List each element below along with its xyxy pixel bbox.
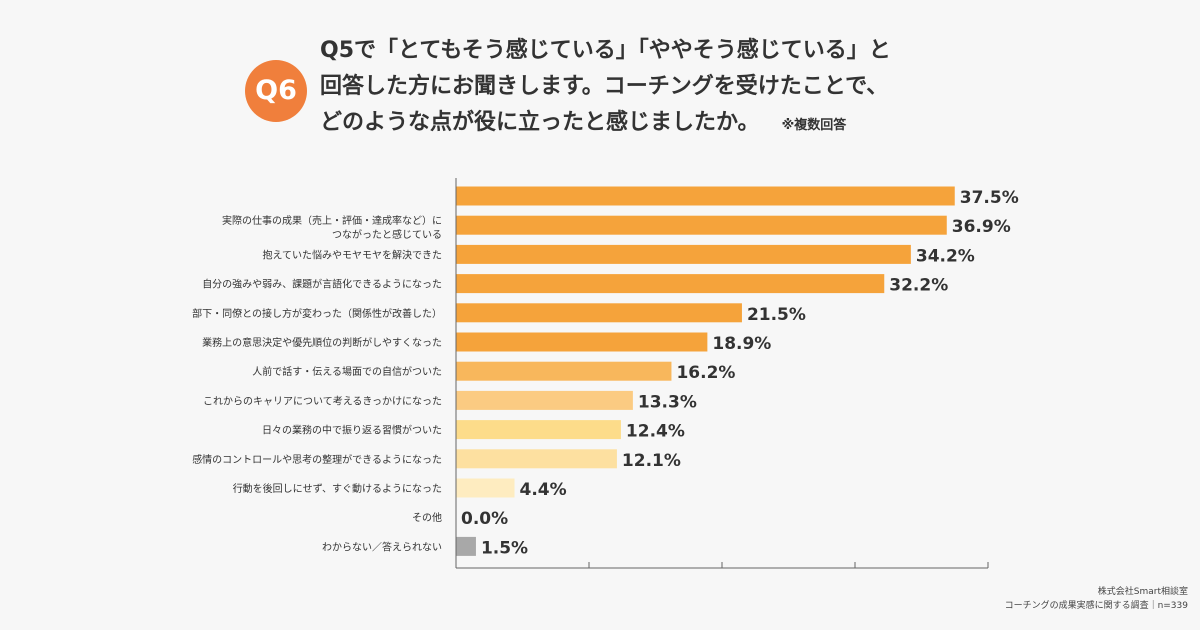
category-label-12: わからない／答えられない	[322, 540, 442, 553]
bar-8	[456, 420, 621, 440]
value-label-8: 12.4%	[626, 422, 685, 442]
category-label-11: その他	[412, 511, 442, 524]
bar-5	[456, 332, 708, 352]
bar-3	[456, 274, 885, 294]
bar-12	[456, 536, 476, 556]
category-label-5: 業務上の意思決定や優先順位の判断がしやすくなった	[202, 336, 442, 349]
question-line-3: どのような点が役に立ったと感じましたか。 ※複数回答	[320, 105, 1000, 144]
value-label-5: 18.9%	[712, 334, 771, 354]
value-label-3: 32.2%	[889, 276, 948, 296]
question-number-badge: Q6	[245, 60, 307, 122]
category-label-4: 部下・同僚との接し方が変わった（関係性が改善した）	[192, 307, 442, 320]
bar-2	[456, 244, 911, 264]
value-label-6: 16.2%	[676, 363, 735, 383]
category-label-7: これからのキャリアについて考えるきっかけになった	[203, 395, 442, 407]
chart-bars	[456, 186, 955, 556]
category-label-8: 日々の業務の中で振り返る習慣がついた	[262, 424, 442, 437]
bar-6	[456, 361, 672, 381]
bar-1	[456, 215, 947, 235]
category-label-1: 実際の仕事の成果（売上・評価・達成率など）につながったと感じている	[222, 214, 442, 241]
value-label-9: 12.1%	[622, 451, 681, 471]
category-label-10: 行動を後回しにせず、すぐ動けるようになった	[233, 482, 442, 495]
question-line-3-text: どのような点が役に立ったと感じましたか。	[320, 110, 760, 135]
source-company: 株式会社Smart相談室	[1097, 587, 1188, 597]
value-label-11: 0.0%	[461, 509, 508, 529]
bar-10	[456, 478, 515, 498]
value-label-2: 34.2%	[916, 246, 975, 266]
category-label-2: 抱えていた悩みやモヤモヤを解決できた	[263, 248, 443, 261]
value-label-10: 4.4%	[520, 480, 567, 500]
category-label-3: 自分の強みや弱み、課題が言語化できるようになった	[202, 278, 442, 291]
chart-gridlines	[455, 562, 989, 569]
source-footer: 株式会社Smart相談室 コーチングの成果実感に関する調査｜n=339	[1005, 585, 1188, 613]
value-label-1: 36.9%	[952, 217, 1011, 237]
bar-7	[456, 390, 633, 410]
multiple-answer-note: ※複数回答	[781, 118, 847, 133]
value-label-4: 21.5%	[747, 305, 806, 325]
question-line-1: Q5で「とてもそう感じている」「ややそう感じている」と	[320, 38, 891, 63]
chart-value-labels: 37.5% 36.9% 34.2% 32.2% 21.5% 18.9% 16.2% 13.3%…	[461, 188, 1019, 558]
chart-category-labels: 実際の仕事の成果（売上・評価・達成率など）につながったと感じている抱えていた悩み…	[192, 214, 442, 553]
bar-0	[456, 186, 955, 206]
value-label-12: 1.5%	[481, 538, 528, 558]
bar-4	[456, 303, 742, 323]
category-label-9: 感情のコントロールや思考の整理ができるようになった	[192, 453, 442, 466]
question-line-2: 回答した方にお聞きします。コーチングを受けたことで、	[320, 74, 889, 99]
question-heading: Q5で「とてもそう感じている」「ややそう感じている」と 回答した方にお聞きします…	[320, 33, 1000, 144]
bar-9	[456, 449, 617, 469]
category-label-6: 人前で話す・伝える場面での自信がついた	[252, 365, 442, 378]
survey-description: コーチングの成果実感に関する調査｜n=339	[1004, 601, 1188, 611]
value-label-0: 37.5%	[960, 188, 1019, 208]
value-label-7: 13.3%	[638, 392, 697, 412]
